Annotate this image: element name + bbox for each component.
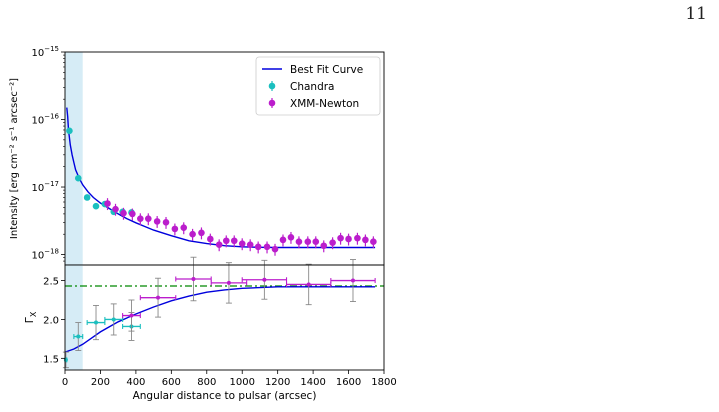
y-tick-label: 10−17 bbox=[31, 180, 59, 194]
legend-label: Best Fit Curve bbox=[290, 64, 363, 76]
xmm-point bbox=[254, 243, 262, 251]
bottom-axes-frame bbox=[64, 264, 385, 371]
xmm-point bbox=[137, 215, 144, 222]
xmm-point bbox=[222, 237, 230, 245]
xmm-point bbox=[120, 209, 127, 217]
x-tick-label: 1400 bbox=[300, 377, 325, 388]
xmm-point bbox=[215, 241, 223, 248]
x-tick-label: 1800 bbox=[371, 377, 396, 388]
xmm-point bbox=[370, 238, 377, 245]
xmm-point bbox=[230, 237, 238, 245]
page-number: 11 bbox=[685, 4, 707, 24]
xmm-point bbox=[287, 234, 295, 241]
y-tick-label: 10−18 bbox=[31, 248, 59, 262]
chandra-gamma-point bbox=[111, 317, 116, 322]
xmm-point bbox=[295, 238, 303, 245]
x-tick-label: 1200 bbox=[265, 377, 290, 388]
xmm-point bbox=[112, 205, 119, 213]
y-tick-label: 10−16 bbox=[31, 113, 59, 127]
xmm-gamma-point bbox=[226, 280, 231, 285]
xmm-point bbox=[329, 239, 336, 246]
chandra-point bbox=[92, 202, 100, 210]
xmm-point bbox=[263, 243, 271, 251]
chandra-point bbox=[66, 127, 73, 135]
legend-box bbox=[255, 56, 381, 116]
legend-label: XMM-Newton bbox=[290, 98, 359, 110]
chandra-gamma-point bbox=[94, 320, 99, 325]
y-tick-label: 2.0 bbox=[43, 315, 59, 326]
xmm-point bbox=[337, 234, 344, 242]
xmm-point bbox=[153, 218, 161, 225]
xmm-point bbox=[320, 242, 328, 250]
shaded-region-top bbox=[65, 52, 83, 265]
legend-point-swatch bbox=[268, 99, 276, 107]
xmm-gamma-point bbox=[156, 295, 161, 300]
xmm-point bbox=[354, 234, 361, 242]
xmm-point bbox=[304, 238, 312, 245]
xmm-point bbox=[171, 225, 179, 233]
xmm-point bbox=[362, 236, 369, 244]
xmm-gamma-point bbox=[262, 277, 267, 282]
intensity-panel: 10−18 10−17 10−16 10−15 Best Fit Curve Chandr… bbox=[9, 45, 385, 266]
x-tick-label: 1600 bbox=[336, 377, 361, 388]
x-tick-label: 400 bbox=[126, 377, 145, 388]
y-axis-label-intensity: Intensity [erg cm⁻² s⁻¹ arcsec⁻²] bbox=[9, 78, 20, 239]
xmm-gamma-point bbox=[129, 313, 134, 318]
chandra-gamma-point bbox=[76, 334, 81, 339]
x-tick-label: 200 bbox=[91, 377, 110, 388]
xmm-point bbox=[345, 235, 352, 243]
xmm-point bbox=[246, 241, 254, 248]
y-tick-label: 2.5 bbox=[43, 277, 59, 288]
xmm-point bbox=[180, 224, 188, 231]
xmm-gamma-point bbox=[191, 277, 196, 281]
xmm-point bbox=[189, 230, 196, 238]
xmm-point bbox=[144, 215, 152, 222]
legend-point-swatch bbox=[268, 82, 276, 90]
x-tick-label: 0 bbox=[62, 377, 68, 388]
chandra-point bbox=[74, 174, 82, 182]
chandra-point bbox=[83, 194, 91, 201]
xmm-point bbox=[271, 245, 279, 253]
x-tick-label: 600 bbox=[162, 377, 181, 388]
xmm-point bbox=[207, 235, 214, 243]
y-tick-label: 10−15 bbox=[31, 45, 59, 59]
legend-label: Chandra bbox=[290, 81, 335, 93]
xmm-gamma-point bbox=[350, 278, 355, 283]
best-fit-curve-top bbox=[66, 107, 376, 249]
xmm-point bbox=[279, 236, 287, 244]
x-tick-label: 800 bbox=[197, 377, 216, 388]
y-axis-label-gamma: ΓX bbox=[23, 311, 38, 323]
shaded-region-bottom bbox=[65, 265, 83, 370]
xmm-point bbox=[104, 200, 111, 207]
xmm-point bbox=[162, 219, 170, 226]
xmm-point bbox=[198, 229, 205, 237]
photon-index-panel: 1.5 2.0 2.5 0 200 400 600 800 1000 1200 1400 1600 18… bbox=[23, 256, 397, 402]
y-tick-label: 1.5 bbox=[43, 354, 59, 365]
best-fit-curve-bottom bbox=[64, 286, 376, 353]
xmm-point bbox=[238, 240, 246, 247]
x-tick-label: 1000 bbox=[229, 377, 254, 388]
xmm-gamma-point bbox=[306, 282, 311, 287]
xmm-point bbox=[129, 210, 136, 218]
x-axis-label: Angular distance to pulsar (arcsec) bbox=[133, 390, 317, 402]
xmm-point bbox=[312, 238, 320, 245]
